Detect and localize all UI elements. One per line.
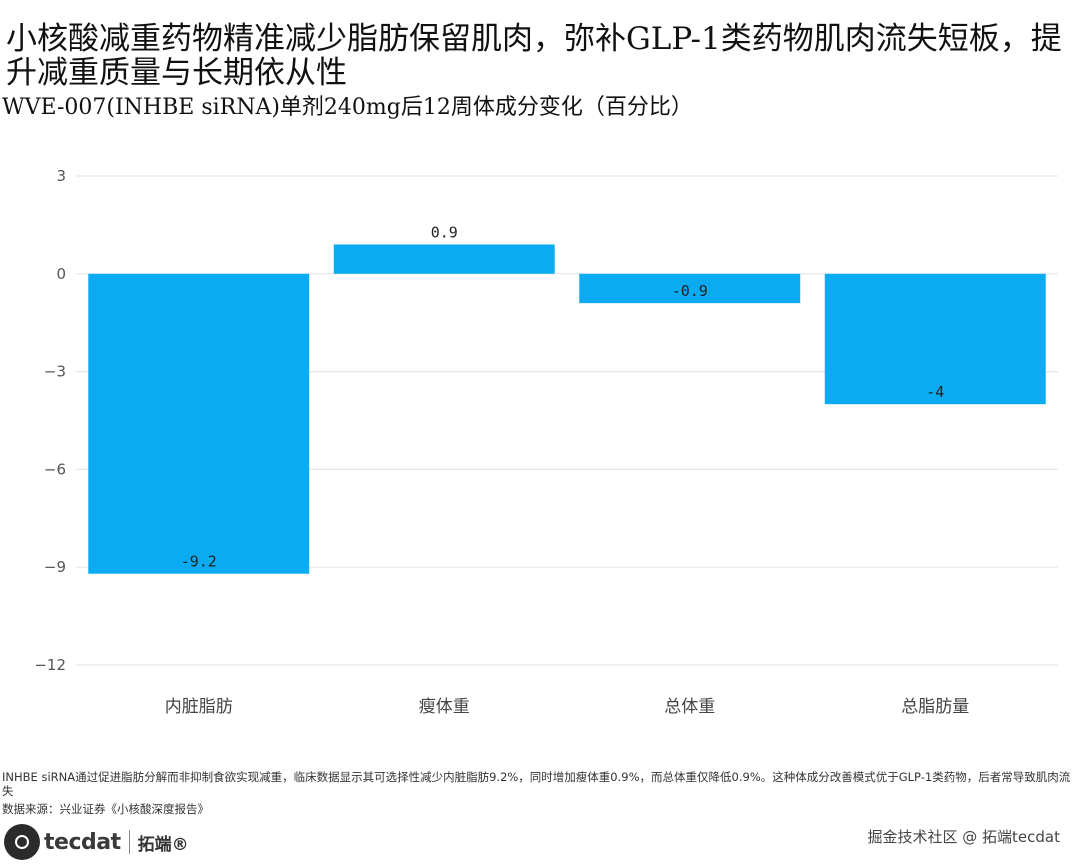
y-tick-label: −3 [44, 363, 66, 381]
y-tick-label: −6 [44, 460, 66, 478]
bar [824, 273, 1046, 405]
footnote: INHBE siRNA通过促进脂肪分解而非抑制食欲实现减重，临床数据显示其可选择… [2, 770, 1071, 798]
x-tick-label: 内脏脂肪 [165, 697, 233, 717]
tecdat-logo: tecdat 拓端® [4, 824, 189, 860]
y-axis: 3 0 −3 −6 −9 −12 [34, 167, 66, 674]
data-label: -0.9 [672, 282, 708, 300]
logo-cn-text: 拓端® [137, 834, 189, 855]
bar [333, 244, 555, 274]
chart-subtitle: WVE-007(INHBE siRNA)单剂240mg后12周体成分变化（百分比… [2, 95, 693, 120]
y-tick-label: 3 [56, 167, 66, 185]
bar-chart: 3 0 −3 −6 −9 −12 -9.2 0.9 -0.9 -4 内脏脂肪 瘦体重 总体重 总脂肪量 [34, 167, 1058, 717]
data-label: -9.2 [181, 553, 217, 571]
x-axis: 内脏脂肪 瘦体重 总体重 总脂肪量 [165, 697, 970, 717]
logo-text: tecdat [44, 829, 121, 855]
data-label: -4 [926, 383, 944, 401]
x-tick-label: 总体重 [664, 697, 715, 717]
x-tick-label: 瘦体重 [419, 697, 470, 717]
data-labels: -9.2 0.9 -0.9 -4 [181, 223, 945, 570]
y-tick-label: −12 [34, 656, 66, 674]
chart-title: 小核酸减重药物精准减少脂肪保留肌肉，弥补GLP-1类药物肌肉流失短板，提升减重质… [6, 21, 1062, 91]
bars [88, 244, 1046, 574]
logo-divider [128, 830, 130, 854]
y-tick-label: −9 [44, 558, 66, 576]
logo-circle-icon [4, 824, 40, 860]
x-tick-label: 总脂肪量 [901, 697, 969, 717]
watermark: 掘金技术社区 @ 拓端tecdat [867, 828, 1061, 846]
data-source: 数据来源：兴业证券《小核酸深度报告》 [2, 802, 209, 816]
bar [579, 273, 801, 304]
bar [88, 273, 310, 574]
data-label: 0.9 [431, 223, 458, 241]
y-tick-label: 0 [56, 265, 66, 283]
